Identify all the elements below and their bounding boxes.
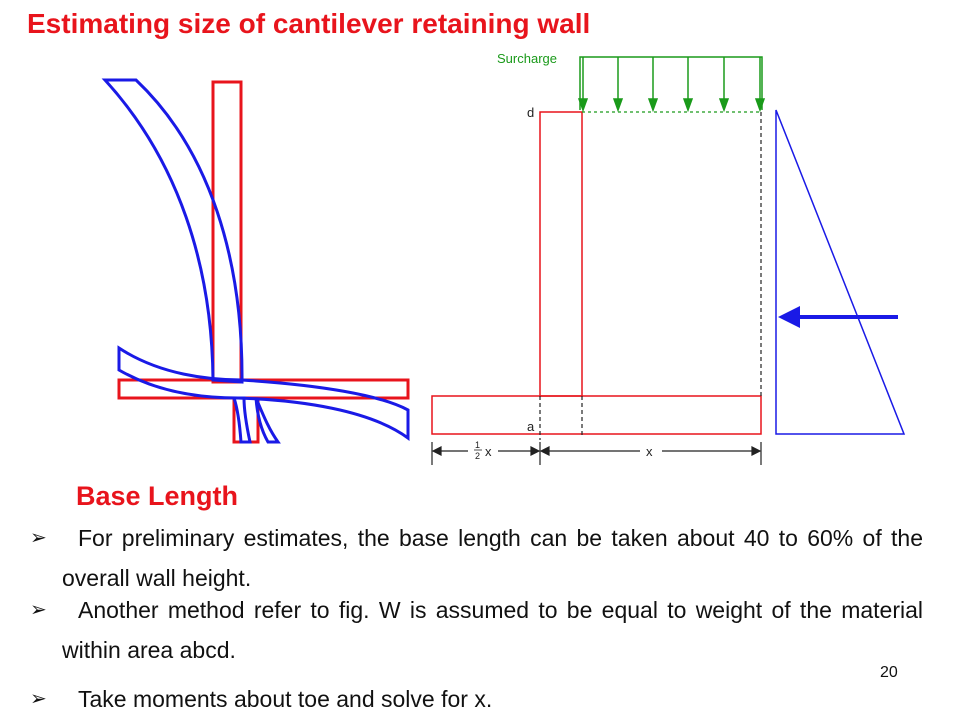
retaining-wall-figure: Surcharge d a — [101, 51, 906, 465]
schematic-base — [431, 395, 762, 435]
bullet-item-1: ➢ For preliminary estimates, the base le… — [30, 518, 923, 598]
deflection-diagram — [101, 78, 410, 444]
base-length-diagram: Surcharge d a — [431, 51, 906, 465]
x-dimension-label: x — [646, 444, 653, 459]
half-x-denominator: 2 — [475, 451, 480, 461]
bullet-arrow-icon: ➢ — [30, 527, 47, 549]
point-d-label: d — [527, 105, 534, 120]
bullet-arrow-icon: ➢ — [30, 688, 47, 710]
deflected-stem — [101, 78, 244, 384]
deflected-heel — [117, 345, 410, 441]
page-number: 20 — [880, 664, 898, 681]
surcharge-line — [579, 56, 763, 110]
section-heading-base-length: Base Length — [76, 481, 239, 511]
pressure-triangle — [775, 109, 906, 435]
bullet-arrow-icon: ➢ — [30, 599, 47, 621]
slide-title: Estimating size of cantilever retaining … — [27, 8, 591, 39]
bullet-text: Take moments about toe and solve for x. — [78, 686, 493, 712]
deflected-key — [231, 396, 281, 444]
point-a-label: a — [527, 419, 535, 434]
resultant-arrow-head — [778, 306, 800, 328]
surcharge-label: Surcharge — [497, 51, 557, 66]
dimension-lines — [431, 442, 762, 465]
wall-stem — [211, 80, 243, 384]
schematic-stem — [539, 111, 583, 397]
half-x-numerator: 1 — [475, 440, 480, 450]
bullet-item-2: ➢ Another method refer to fig. W is assu… — [30, 590, 923, 670]
bullet-item-3: ➢ Take moments about toe and solve for x… — [30, 679, 923, 719]
surcharge-arrows — [577, 57, 766, 113]
bullet-text: Another method refer to fig. W is assume… — [62, 597, 923, 663]
bullet-text: For preliminary estimates, the base leng… — [62, 525, 923, 591]
half-x-variable: x — [485, 444, 492, 459]
